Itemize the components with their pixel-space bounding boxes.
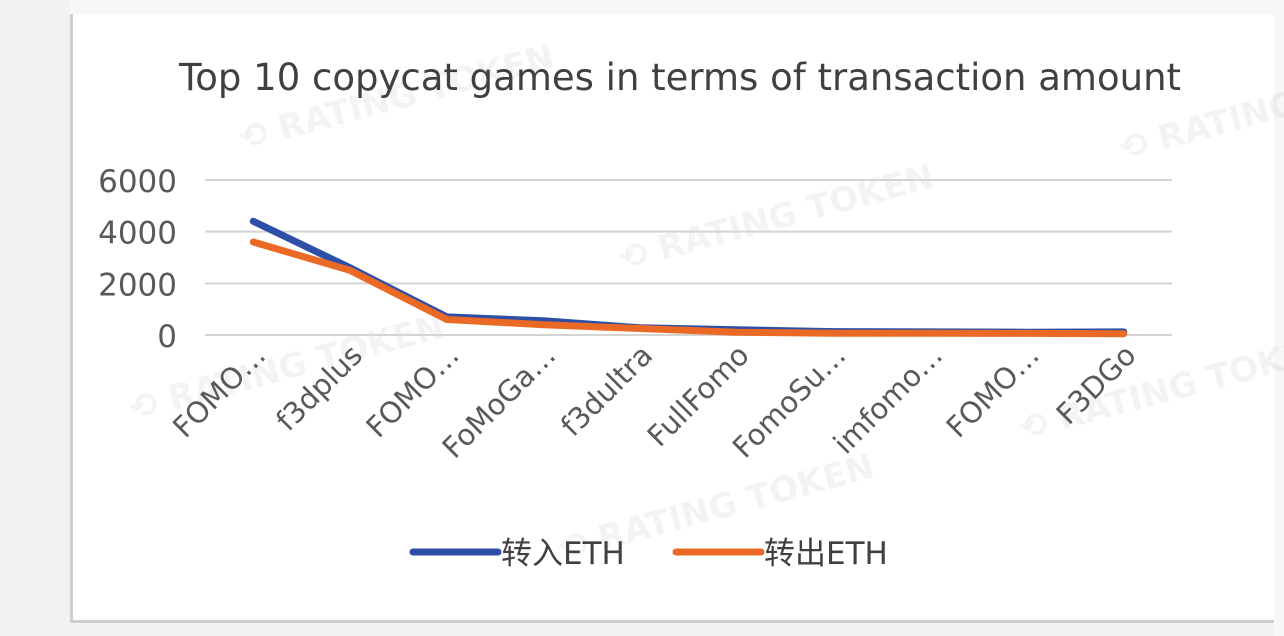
- x-tick-label: FOMO…: [940, 338, 1046, 444]
- top-strip: [70, 0, 1284, 16]
- chart-frame: [70, 14, 1277, 623]
- legend-label-2: 转出ETH: [764, 536, 888, 572]
- series-line-1: [249, 217, 1128, 336]
- series-line-2: [249, 238, 1128, 338]
- x-tick-label: f3dplus: [269, 338, 369, 438]
- y-tick-label: 0: [157, 319, 177, 355]
- grid: [205, 179, 1172, 336]
- series-lines: [249, 217, 1128, 338]
- chart-title: Top 10 copycat games in terms of transac…: [178, 56, 1181, 99]
- y-tick-label: 6000: [98, 164, 177, 200]
- y-axis: 6000 4000 2000 0: [98, 164, 177, 355]
- y-tick-label: 2000: [98, 267, 177, 303]
- x-axis: FOMO…f3dplusFOMO…FoMoGa…f3dultraFullFomo…: [166, 338, 1143, 465]
- legend: 转入ETH 转出ETH: [409, 536, 888, 572]
- x-tick-label: F3DGo: [1049, 338, 1142, 431]
- y-tick-label: 4000: [98, 216, 177, 252]
- legend-label-1: 转入ETH: [501, 536, 625, 572]
- x-tick-label: FOMO…: [166, 338, 272, 444]
- right-strip: [1274, 14, 1284, 636]
